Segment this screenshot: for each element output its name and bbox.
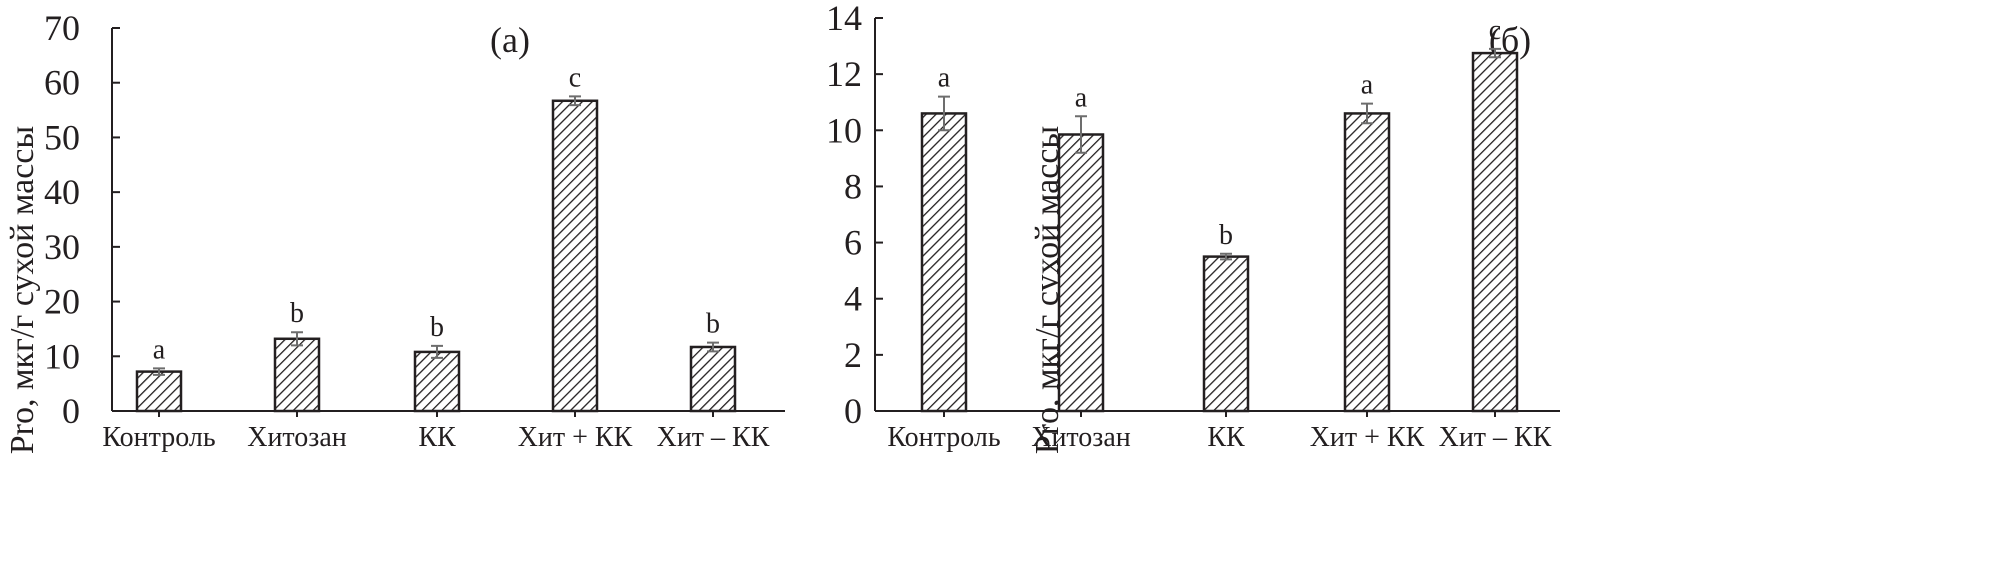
error-bar — [707, 341, 719, 353]
significance-letter: b — [706, 309, 720, 340]
significance-letter: b — [1219, 220, 1233, 251]
bar — [1202, 255, 1250, 413]
category-label: Контроль — [102, 422, 215, 453]
y-tick-label: 8 — [844, 166, 862, 206]
significance-letter: c — [569, 62, 581, 93]
category-label: Хит – КК — [1439, 422, 1552, 453]
y-tick-label: 60 — [44, 63, 80, 103]
category-label: Контроль — [887, 422, 1000, 453]
error-bar — [1075, 115, 1087, 154]
bar — [1343, 112, 1391, 413]
significance-letter: a — [1075, 82, 1088, 113]
error-bar — [431, 344, 443, 359]
y-tick-label: 0 — [62, 391, 80, 431]
bar — [551, 99, 599, 413]
error-bar — [291, 331, 303, 347]
bar — [920, 112, 968, 413]
category-label: КК — [1207, 422, 1245, 453]
bar — [689, 345, 737, 413]
error-bar — [1489, 47, 1501, 59]
bar — [1057, 133, 1105, 413]
significance-letter: a — [1361, 70, 1374, 101]
significance-letter: b — [430, 312, 444, 343]
y-tick-label: 30 — [44, 227, 80, 267]
y-tick-label: 70 — [44, 8, 80, 48]
y-tick-label: 2 — [844, 335, 862, 375]
category-label: Хит + КК — [518, 422, 633, 453]
significance-letter: a — [153, 334, 166, 365]
category-label: Хитозан — [247, 422, 347, 453]
chart-panel-b: Pro, мкг/г сухой массы (б) 02468101214aК… — [826, 0, 1560, 454]
y-tick-label: 10 — [826, 110, 862, 150]
y-tick-label: 12 — [826, 54, 862, 94]
error-bar — [1220, 252, 1232, 261]
error-bar — [569, 95, 581, 107]
category-label: КК — [418, 422, 456, 453]
y-tick-label: 6 — [844, 223, 862, 263]
error-bar — [938, 95, 950, 132]
y-tick-label: 10 — [44, 336, 80, 376]
bar — [273, 337, 321, 413]
bar — [135, 370, 183, 413]
category-label: Хит + КК — [1310, 422, 1425, 453]
y-tick-label: 14 — [826, 0, 862, 38]
bar — [1471, 51, 1519, 413]
error-bar — [1361, 102, 1373, 125]
significance-letter: b — [290, 298, 304, 329]
y-tick-label: 4 — [844, 279, 862, 319]
significance-letter: a — [938, 63, 951, 94]
panel-title: (а) — [490, 20, 530, 60]
error-bar — [153, 367, 165, 376]
category-label: Хитозан — [1031, 422, 1131, 453]
category-label: Хит – КК — [657, 422, 770, 453]
y-tick-label: 40 — [44, 172, 80, 212]
y-tick-label: 20 — [44, 282, 80, 322]
significance-letter: c — [1489, 15, 1501, 46]
y-tick-label: 50 — [44, 117, 80, 157]
y-tick-label: 0 — [844, 391, 862, 431]
y-axis-label: Pro, мкг/г сухой массы — [4, 126, 41, 455]
chart-panel-a: Pro, мкг/г сухой массы (а) 0 10 20 30 40 50 60… — [4, 8, 785, 454]
bar — [413, 350, 461, 413]
